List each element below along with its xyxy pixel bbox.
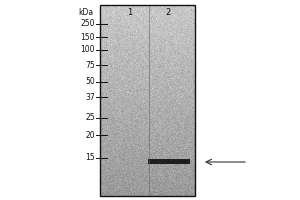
Text: kDa: kDa (78, 8, 93, 17)
Text: 15: 15 (85, 154, 95, 162)
Text: 75: 75 (85, 60, 95, 70)
Text: 20: 20 (85, 130, 95, 140)
Text: 2: 2 (165, 8, 171, 17)
Text: 25: 25 (85, 114, 95, 122)
Text: 50: 50 (85, 77, 95, 86)
Text: 100: 100 (80, 46, 95, 54)
Text: 37: 37 (85, 92, 95, 102)
Text: 250: 250 (80, 20, 95, 28)
Text: 150: 150 (80, 32, 95, 42)
Bar (100, 5, 195, 196)
Text: 1: 1 (128, 8, 133, 17)
